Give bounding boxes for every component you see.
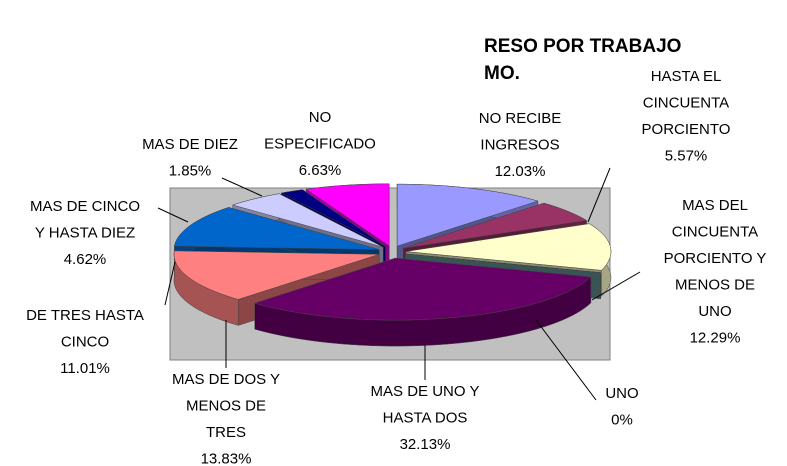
slice-top [280, 189, 386, 247]
data-label: MAS DEL CINCUENTA PORCIENTO Y MENOS DE UNO [664, 197, 767, 320]
slice-top [174, 207, 380, 250]
value-label: 12.03% [495, 163, 546, 180]
data-label: DE TRES HASTA CINCO [26, 307, 144, 351]
value-label: 1.85% [169, 162, 212, 179]
value-label: 0% [611, 411, 633, 428]
slice-top [173, 250, 380, 300]
data-label: UNO [605, 385, 638, 402]
value-label: 5.57% [665, 147, 708, 164]
data-label: MAS DE UNO Y HASTA DOS [371, 383, 480, 427]
chart-title: RESO POR TRABAJO [484, 36, 681, 57]
leader-line [221, 177, 263, 197]
slice-top [231, 193, 384, 248]
data-label: NO ESPECIFICADO [264, 109, 376, 153]
slice-top [305, 183, 390, 247]
slice-top [396, 183, 539, 247]
leader-line [157, 207, 189, 223]
chart-title: MO. [484, 63, 520, 84]
data-label: MAS DE DIEZ [142, 136, 238, 153]
data-label: MAS DE DOS Y MENOS DE TRES [172, 371, 280, 441]
leader-line [591, 271, 641, 301]
slice-top [405, 253, 601, 273]
slice-top [403, 202, 588, 249]
slice-top [253, 257, 592, 321]
pie-slice [253, 257, 592, 347]
value-label: 6.63% [299, 162, 342, 179]
value-label: 11.01% [60, 360, 110, 377]
value-label: 32.13% [400, 436, 451, 453]
value-label: 13.83% [201, 450, 252, 466]
value-label: 12.29% [690, 329, 741, 346]
leader-line [164, 261, 176, 306]
data-label: MAS DE CINCO Y HASTA DIEZ [30, 198, 140, 242]
leader-line [587, 167, 611, 223]
slice-top [405, 223, 612, 271]
leader-line [535, 319, 597, 401]
value-label: 4.62% [64, 251, 107, 268]
data-label: HASTA EL CINCUENTA PORCIENTO [642, 68, 731, 138]
data-label: NO RECIBE INGRESOS [479, 110, 562, 154]
